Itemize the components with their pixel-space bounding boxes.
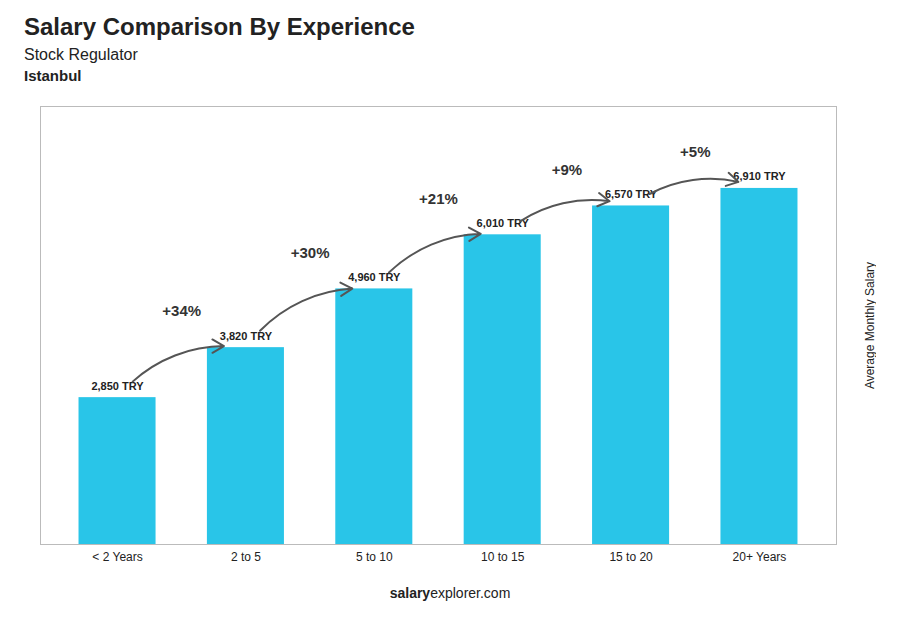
svg-text:20+ Years: 20+ Years: [733, 550, 787, 564]
svg-text:4,960 TRY: 4,960 TRY: [348, 271, 401, 283]
svg-text:+5%: +5%: [680, 143, 710, 160]
svg-text:+9%: +9%: [552, 161, 582, 178]
svg-text:10 to 15: 10 to 15: [481, 550, 525, 564]
svg-text:3,820 TRY: 3,820 TRY: [220, 330, 273, 342]
svg-text:2 to 5: 2 to 5: [231, 550, 261, 564]
svg-text:+30%: +30%: [291, 244, 330, 261]
svg-text:+34%: +34%: [162, 302, 201, 319]
svg-text:6,010 TRY: 6,010 TRY: [477, 217, 530, 229]
svg-text:5 to 10: 5 to 10: [356, 550, 393, 564]
svg-text:2,850 TRY: 2,850 TRY: [91, 380, 144, 392]
svg-text:Average Monthly Salary: Average Monthly Salary: [863, 262, 877, 389]
svg-text:6,570 TRY: 6,570 TRY: [605, 188, 658, 200]
svg-text:6,910 TRY: 6,910 TRY: [733, 170, 786, 182]
svg-text:< 2 Years: < 2 Years: [92, 550, 142, 564]
svg-text:15 to 20: 15 to 20: [609, 550, 653, 564]
svg-text:+21%: +21%: [419, 190, 458, 207]
html-text:Istanbul: Istanbul: [24, 67, 82, 84]
html-text:salary explorer.com: salary explorer.com: [389, 585, 511, 601]
html-text:Salary Comparison By Experienc: Salary Comparison By Experience: [24, 13, 415, 40]
html-text:Stock Regulator: Stock Regulator: [24, 46, 138, 63]
